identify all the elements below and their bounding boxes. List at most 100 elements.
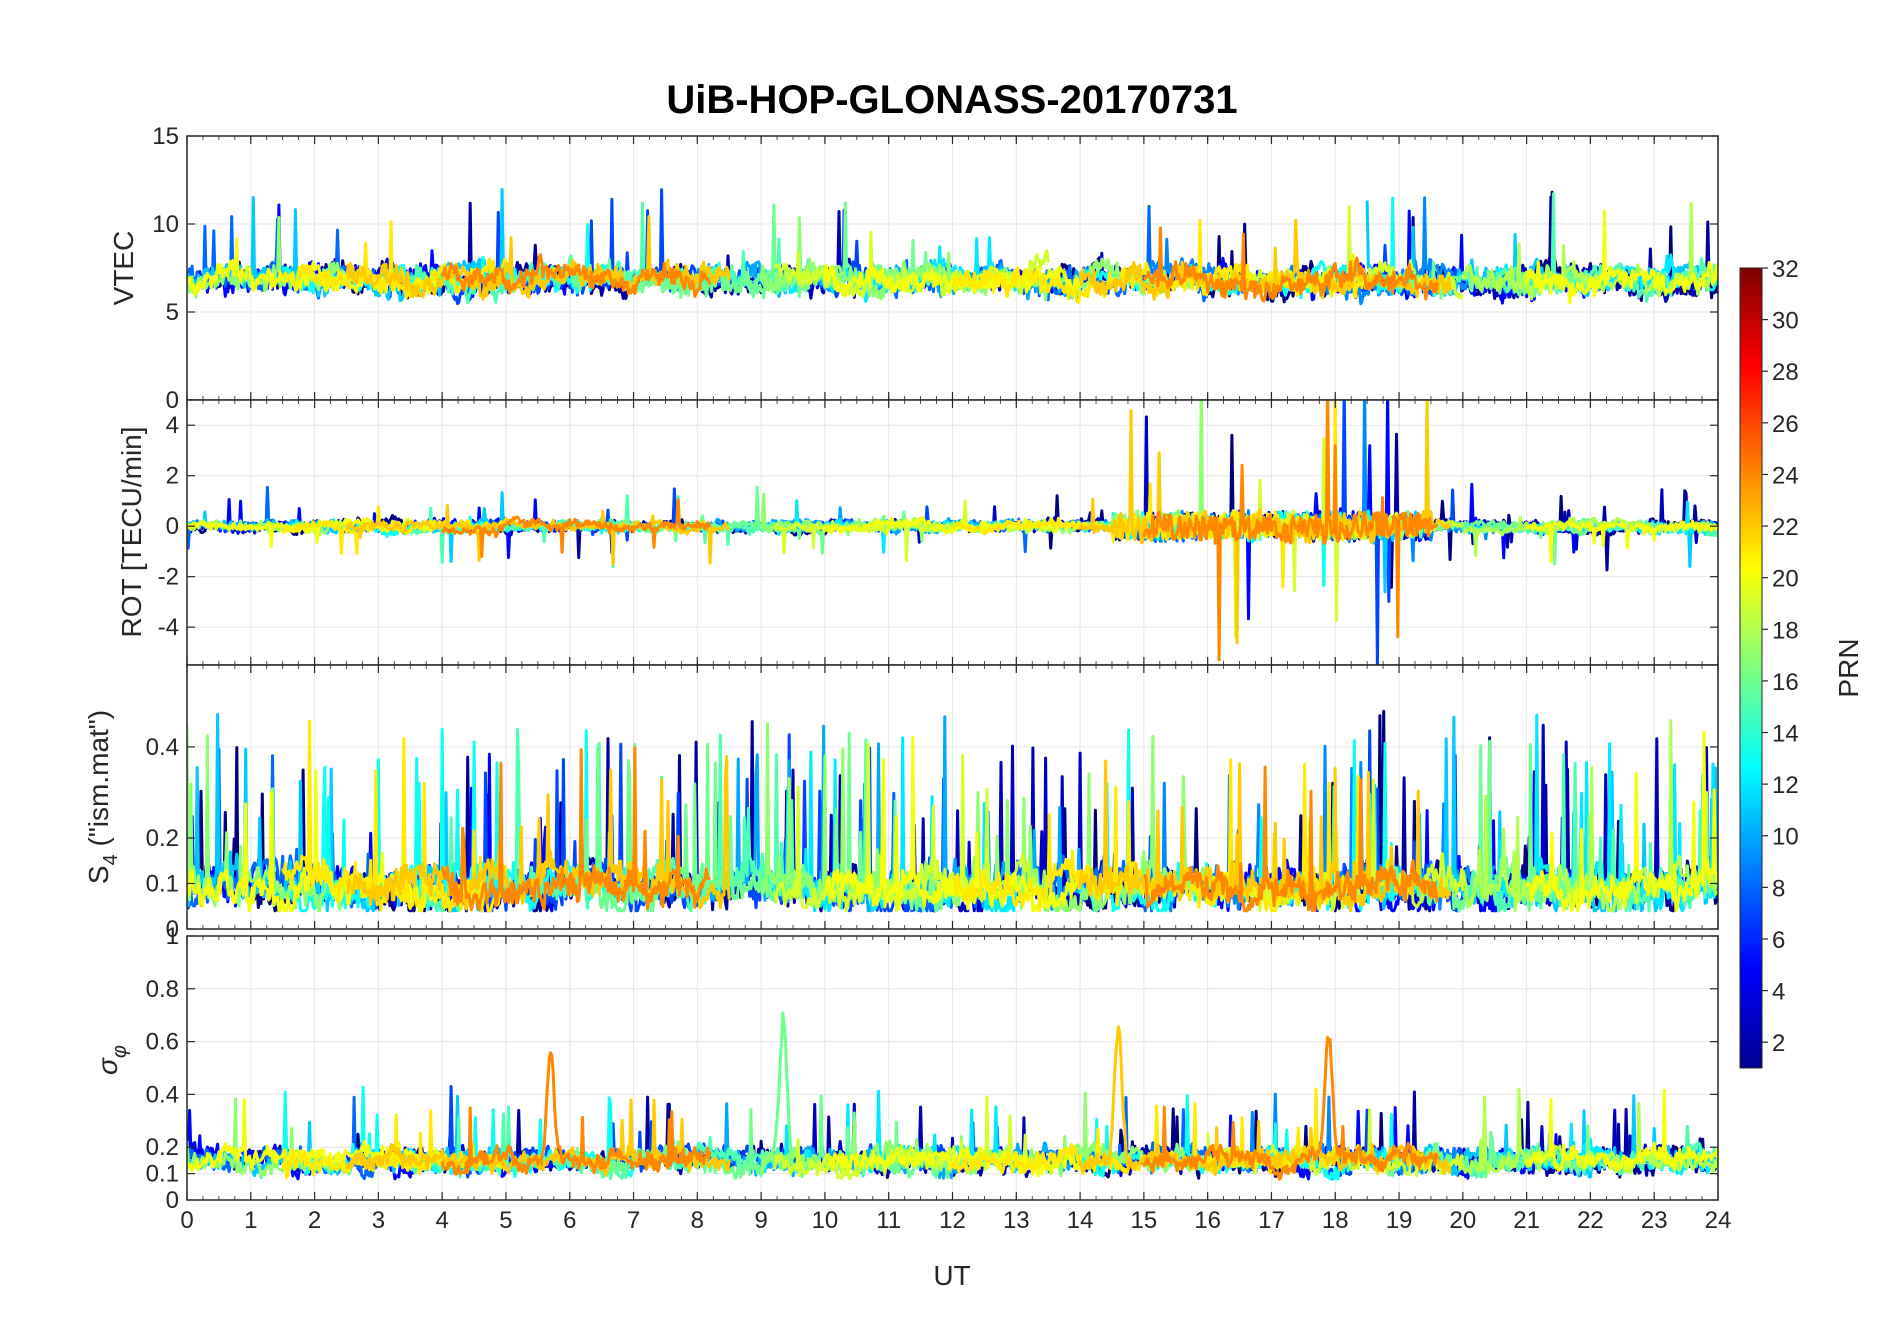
x-tick-label: 4 xyxy=(435,1207,448,1234)
y-axis-label-sigma-main: σ xyxy=(92,1057,123,1075)
chart-title: UiB-HOP-GLONASS-20170731 xyxy=(666,78,1237,122)
y-tick-label: 0.4 xyxy=(146,1081,179,1108)
y-ticks: 0 0.1 0.2 0.4 xyxy=(146,665,1719,943)
y-tick-label: 0 xyxy=(166,387,179,414)
y-tick-label: -2 xyxy=(158,564,179,591)
y-axis-label-s4-sub: 4 xyxy=(100,854,122,865)
x-tick-label: 3 xyxy=(372,1207,385,1234)
trace-prn-24 xyxy=(1142,1035,1439,1181)
y-tick-label: 0.1 xyxy=(146,870,179,897)
trace-prn-18 xyxy=(1461,515,1718,557)
panel-sigma: 00.10.2 0.4 0.6 0.8 1 σφ xyxy=(92,923,1719,1214)
y-tick-label: 0 xyxy=(166,513,179,540)
x-tick-label: 14 xyxy=(1067,1207,1094,1234)
x-tick-label: 20 xyxy=(1449,1207,1476,1234)
x-axis-label: UT xyxy=(933,1260,970,1291)
trace-prn-17 xyxy=(187,725,347,913)
y-tick-label: -4 xyxy=(158,614,179,641)
x-tick-label: 7 xyxy=(627,1207,640,1234)
trace-prn-24 xyxy=(440,746,712,912)
y-tick-label: 0.1 xyxy=(146,1161,179,1188)
data-lines xyxy=(187,400,1718,665)
colorbar-label: PRN xyxy=(1833,638,1864,697)
trace-prn-20 xyxy=(1525,518,1718,563)
x-tick-label: 2 xyxy=(308,1207,321,1234)
trace-prn-15 xyxy=(408,1105,794,1181)
colorbar-tick-label: 28 xyxy=(1772,359,1799,386)
trace-prn-24 xyxy=(440,1051,712,1176)
colorbar-tick-label: 22 xyxy=(1772,514,1799,541)
trace-prn-24 xyxy=(440,498,712,559)
colorbar-tick-label: 6 xyxy=(1772,927,1785,954)
x-tick-label: 6 xyxy=(563,1207,576,1234)
trace-prn-24 xyxy=(1143,765,1439,913)
trace-prn-24 xyxy=(440,253,712,298)
trace-prn-19 xyxy=(772,1095,1050,1181)
y-tick-label: 0 xyxy=(166,1187,179,1214)
y-tick-label: 0.2 xyxy=(146,1134,179,1161)
trace-prn-22 xyxy=(345,755,731,911)
y-tick-label: 0.2 xyxy=(146,825,179,852)
trace-prn-20 xyxy=(1525,730,1718,913)
trace-prn-20 xyxy=(187,1098,443,1173)
x-tick-label: 11 xyxy=(876,1207,901,1234)
colorbar-tick-label: 8 xyxy=(1772,875,1785,902)
y-tick-label: 2 xyxy=(166,463,179,490)
trace-prn-16 xyxy=(1384,510,1592,566)
x-tick-label: 8 xyxy=(691,1207,704,1234)
y-axis-label-rot: ROT [TECU/min] xyxy=(116,426,147,637)
y-tick-label: 0.6 xyxy=(146,1029,179,1056)
colorbar-tick-label: 20 xyxy=(1772,566,1799,593)
y-axis-label-s4: S4 ("ism.mat") xyxy=(83,710,122,884)
x-tick-label: 1 xyxy=(244,1207,257,1234)
y-ticks: 00.10.2 0.4 0.6 0.8 1 xyxy=(146,923,1719,1214)
y-tick-label: 5 xyxy=(166,299,179,326)
trace-prn-20 xyxy=(1525,1088,1718,1174)
colorbar-tick-label: 26 xyxy=(1772,411,1799,438)
x-tick-label: 18 xyxy=(1322,1207,1349,1234)
y-axis-label-s4-rest: ("ism.mat") xyxy=(83,710,114,854)
y-ticks: -4 -2 0 2 4 xyxy=(158,400,1719,665)
colorbar-tick-label: 10 xyxy=(1772,824,1799,851)
colorbar-tick-label: 30 xyxy=(1772,308,1799,335)
panel-s4: 0 0.1 0.2 0.4 S4 ("ism.mat") xyxy=(83,664,1719,943)
data-lines xyxy=(187,188,1718,306)
panel-vtec: 0 5 10 15 VTEC xyxy=(108,123,1719,414)
y-tick-label: 1 xyxy=(166,923,179,950)
colorbar-tick-label: 16 xyxy=(1772,669,1799,696)
x-tick-label: 0 xyxy=(180,1207,193,1234)
colorbar-tick-label: 18 xyxy=(1772,617,1799,644)
x-tick-label: 22 xyxy=(1577,1207,1604,1234)
x-axis: 0 1 2 3 4 5 6 7 8 9 10 11 12 13 14 15 16 17 18 19 20 21 22 23 24 xyxy=(180,1207,1731,1234)
colorbar-tick-label: 4 xyxy=(1772,979,1785,1006)
trace-prn-24 xyxy=(1142,400,1439,662)
x-tick-label: 16 xyxy=(1194,1207,1221,1234)
x-tick-label: 21 xyxy=(1513,1207,1540,1234)
x-tick-label: 19 xyxy=(1386,1207,1413,1234)
x-tick-label: 5 xyxy=(499,1207,512,1234)
x-tick-label: 12 xyxy=(939,1207,966,1234)
colorbar-tick-label: 24 xyxy=(1772,462,1799,489)
colorbar-tick-label: 2 xyxy=(1772,1030,1785,1057)
x-tick-label: 9 xyxy=(754,1207,767,1234)
x-tick-label: 23 xyxy=(1641,1207,1668,1234)
colorbar-tick-label: 32 xyxy=(1772,256,1799,283)
y-tick-label: 0 xyxy=(166,916,179,943)
colorbar-tick-label: 14 xyxy=(1772,721,1799,748)
data-lines xyxy=(187,1011,1718,1181)
data-lines xyxy=(187,709,1718,913)
y-axis-label-sigma: σφ xyxy=(92,1045,131,1075)
x-tick-label: 17 xyxy=(1258,1207,1285,1234)
colorbar-tick-label: 12 xyxy=(1772,772,1799,799)
y-axis-label-vtec: VTEC xyxy=(108,231,139,306)
trace-prn-24 xyxy=(1142,226,1439,303)
trace-prn-19 xyxy=(773,231,1050,299)
colorbar-gradient xyxy=(1739,267,1763,1069)
y-tick-label: 15 xyxy=(152,123,179,150)
panel-rot: -4 -2 0 2 4 ROT [TECU/min] xyxy=(116,399,1719,666)
trace-prn-20 xyxy=(823,261,1082,298)
grid xyxy=(186,400,1719,665)
